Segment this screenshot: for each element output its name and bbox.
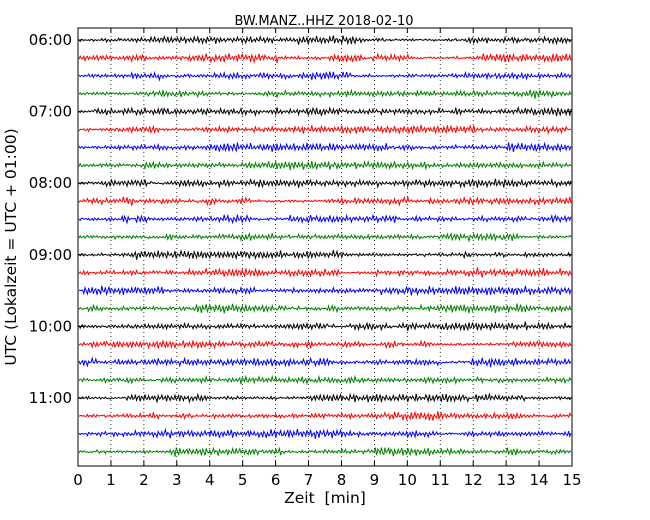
trace-20 (78, 392, 572, 404)
trace-19 (78, 374, 572, 386)
y-tick-label-3: 09:00 (29, 246, 72, 264)
trace-3 (78, 88, 572, 99)
y-tick-label-1: 07:00 (29, 103, 72, 121)
trace-4 (78, 105, 572, 118)
x-axis-label: Zeit [min] (284, 489, 366, 507)
y-tick-label-5: 11:00 (29, 389, 72, 407)
trace-2 (78, 70, 572, 82)
chart-title: BW.MANZ..HHZ 2018-02-10 (234, 14, 413, 29)
trace-22 (78, 427, 572, 439)
trace-11 (78, 231, 572, 243)
trace-17 (78, 338, 572, 350)
trace-6 (78, 141, 572, 153)
x-tick-label-13: 13 (497, 471, 516, 489)
trace-0 (78, 34, 572, 46)
trace-5 (78, 124, 572, 136)
trace-23 (78, 446, 572, 457)
trace-15 (78, 303, 572, 314)
y-axis-ticks: 06:00 07:00 08:00 09:00 10:00 11:00 (29, 31, 572, 407)
x-tick-label-11: 11 (431, 471, 450, 489)
x-tick-label-5: 5 (238, 471, 248, 489)
x-tick-label-8: 8 (337, 471, 347, 489)
plot-frame (77, 27, 573, 467)
x-tick-label-10: 10 (398, 471, 417, 489)
trace-7 (78, 159, 572, 171)
x-tick-label-12: 12 (464, 471, 483, 489)
x-tick-label-15: 15 (562, 471, 581, 489)
trace-21 (78, 410, 572, 421)
y-tick-label-2: 08:00 (29, 174, 72, 192)
y-tick-label-4: 10:00 (29, 317, 72, 335)
trace-1 (78, 52, 572, 64)
trace-13 (78, 267, 572, 279)
trace-18 (78, 356, 572, 368)
x-axis-ticks: 0 1 2 3 4 5 6 7 8 9 10 11 12 13 14 15 (73, 28, 582, 489)
x-tick-label-3: 3 (172, 471, 182, 489)
trace-8 (78, 178, 572, 189)
x-tick-label-1: 1 (106, 471, 116, 489)
y-tick-label-0: 06:00 (29, 31, 72, 49)
x-tick-label-7: 7 (304, 471, 314, 489)
trace-10 (78, 213, 572, 225)
x-tick-label-14: 14 (530, 471, 549, 489)
trace-16 (78, 321, 572, 332)
x-tick-label-2: 2 (139, 471, 149, 489)
y-axis-label: UTC (Lokalzeit = UTC + 01:00) (2, 128, 20, 365)
x-tick-label-6: 6 (271, 471, 281, 489)
x-tick-label-0: 0 (73, 471, 83, 489)
x-tick-label-4: 4 (205, 471, 215, 489)
trace-12 (78, 249, 572, 261)
seismogram-traces (78, 34, 572, 457)
x-tick-label-9: 9 (370, 471, 380, 489)
trace-14 (78, 285, 572, 297)
trace-9 (78, 195, 572, 207)
